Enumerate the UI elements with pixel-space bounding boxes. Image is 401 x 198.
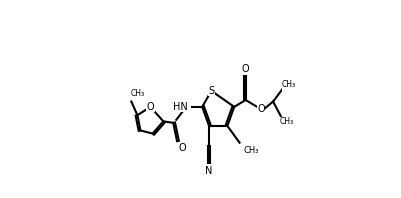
Text: S: S: [208, 86, 214, 96]
Text: CH₃: CH₃: [243, 146, 258, 155]
Text: O: O: [241, 64, 249, 74]
Text: CH₃: CH₃: [279, 117, 294, 126]
Text: O: O: [178, 143, 186, 153]
Text: O: O: [257, 104, 264, 114]
Text: HN: HN: [172, 102, 187, 112]
Text: O: O: [146, 102, 154, 112]
Text: CH₃: CH₃: [130, 89, 144, 98]
Text: CH₃: CH₃: [281, 80, 295, 89]
Text: N: N: [205, 166, 212, 176]
